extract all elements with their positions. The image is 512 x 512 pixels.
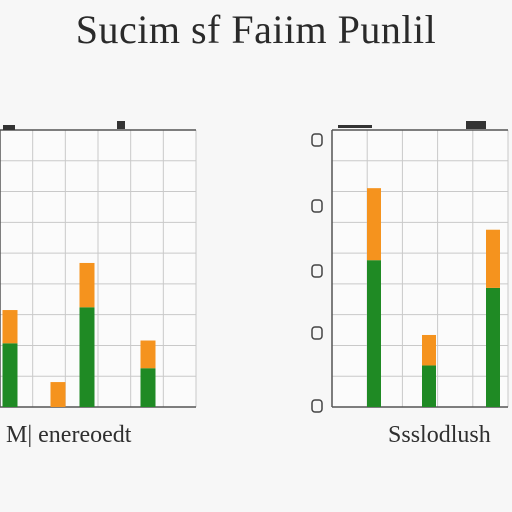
- y-tick-label: [311, 399, 323, 413]
- legend-mark: [466, 121, 486, 129]
- bar-segment-orange: [50, 382, 66, 407]
- plot-area: [332, 130, 508, 407]
- bar-segment-green: [367, 260, 381, 407]
- bar-segment-orange: [486, 229, 500, 288]
- bar-segment-orange: [2, 310, 18, 344]
- bar-segment-green: [2, 343, 18, 407]
- legend-mark: [117, 121, 125, 129]
- chart-title: Sucim sf Faiim Punlil: [75, 7, 437, 52]
- bar-segment-green: [140, 368, 156, 407]
- right-chart: [311, 121, 509, 413]
- right-chart-caption: Ssslodlush: [388, 422, 491, 448]
- bar-segment-orange: [422, 334, 436, 366]
- legend-mark: [338, 125, 372, 128]
- bar-segment-green: [422, 365, 436, 407]
- left-chart-caption: M| enereoedt: [6, 422, 132, 448]
- bar-segment-green: [79, 307, 95, 407]
- left-chart: [0, 121, 197, 408]
- bar-segment-orange: [367, 188, 381, 261]
- y-tick-label: [311, 264, 323, 278]
- bar-segment-orange: [79, 262, 95, 308]
- y-tick-label: [311, 326, 323, 340]
- bar-segment-orange: [140, 340, 156, 369]
- bar-segment-green: [486, 287, 500, 407]
- y-tick-label: [311, 133, 323, 147]
- legend-mark: [3, 125, 15, 130]
- y-tick-label: [311, 199, 323, 213]
